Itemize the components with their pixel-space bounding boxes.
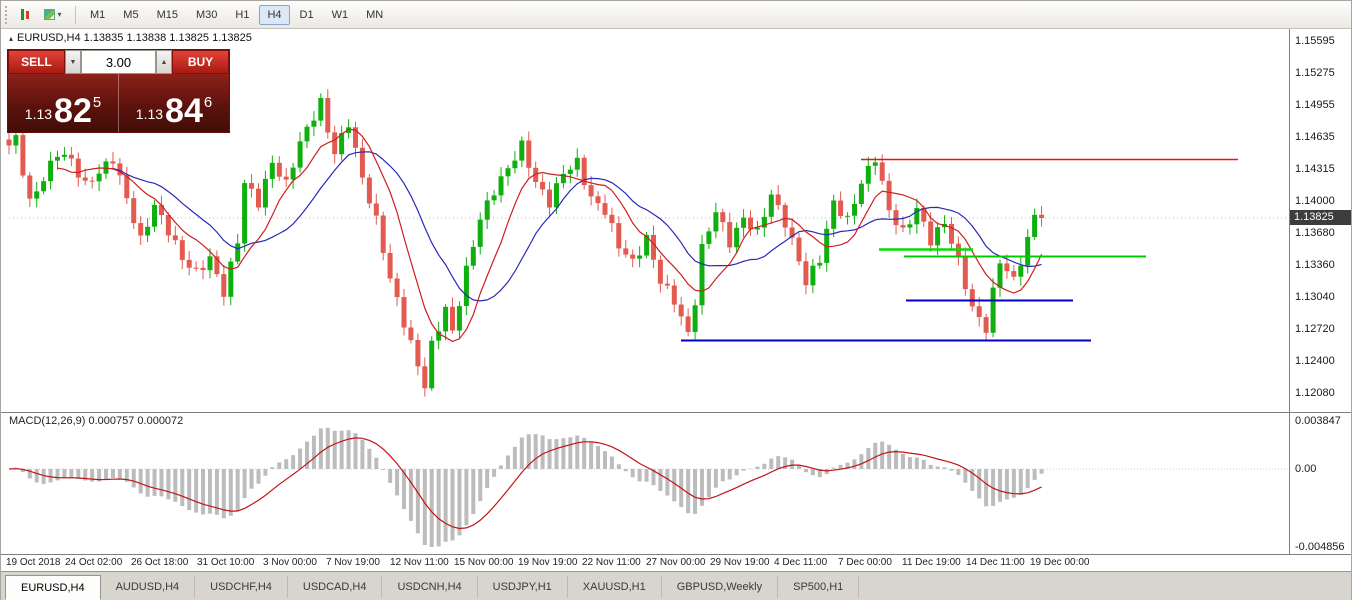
toolbar-separator — [75, 5, 76, 24]
time-axis-label: 19 Nov 19:00 — [518, 557, 578, 568]
timeframe-button-d1[interactable]: D1 — [299, 8, 314, 21]
time-axis-label: 11 Dec 19:00 — [902, 557, 961, 568]
price-axis-label: 1.15275 — [1295, 67, 1335, 79]
current-price-badge: 1.13825 — [1290, 210, 1351, 225]
chart-title: ▴ EURUSD,H4 1.13835 1.13838 1.13825 1.13… — [9, 32, 252, 44]
timeframe-button-m5[interactable]: M5 — [123, 8, 139, 21]
timeframe-button-h1[interactable]: H1 — [235, 8, 250, 21]
chart-tab-usdcad-h4[interactable]: USDCAD,H4 — [288, 576, 383, 598]
candlestick-icon — [26, 10, 29, 19]
chart-tab-usdcnh-h4[interactable]: USDCNH,H4 — [382, 576, 478, 598]
chart-ohlc-text: EURUSD,H4 1.13835 1.13838 1.13825 1.1382… — [17, 32, 252, 44]
time-axis-label: 15 Nov 00:00 — [454, 557, 514, 568]
chart-window-icon[interactable] — [14, 5, 36, 25]
time-axis-label: 29 Nov 19:00 — [710, 557, 770, 568]
macd-axis-label: -0.004856 — [1295, 541, 1345, 553]
timeframe-button-w1[interactable]: W1 — [331, 8, 349, 21]
volume-increase-button[interactable]: ▲ — [156, 50, 172, 74]
time-axis-label: 27 Nov 00:00 — [646, 557, 706, 568]
time-axis-label: 12 Nov 11:00 — [390, 557, 449, 568]
sell-price-prefix: 1.13 — [24, 106, 53, 122]
timeframe-button-m15[interactable]: M15 — [156, 8, 178, 21]
sell-price-sup: 5 — [92, 94, 102, 111]
timeframe-button-h4[interactable]: H4 — [259, 4, 290, 25]
price-axis-label: 1.13360 — [1295, 259, 1335, 271]
macd-canvas[interactable] — [1, 413, 1351, 554]
chart-title-icon: ▴ — [9, 33, 14, 43]
price-axis[interactable]: 1.15595 1.15275 1.14955 1.14635 1.14315 1.140… — [1289, 29, 1351, 412]
sell-price-big: 82 — [54, 91, 92, 130]
timeframe-button-m1[interactable]: M1 — [90, 8, 106, 21]
time-axis-label: 22 Nov 11:00 — [582, 557, 641, 568]
chart-tab-eurusd-h4[interactable]: EURUSD,H4 — [5, 575, 101, 600]
macd-axis-label: 0.00 — [1295, 463, 1317, 475]
sell-price[interactable]: 1.13 82 5 — [8, 74, 118, 132]
price-axis-label: 1.14000 — [1295, 195, 1335, 207]
buy-price[interactable]: 1.13 84 6 — [118, 74, 229, 132]
timeframe-button-m30[interactable]: M30 — [195, 8, 218, 21]
price-axis-label: 1.12400 — [1295, 355, 1335, 367]
price-chart-panel[interactable]: ▴ EURUSD,H4 1.13835 1.13838 1.13825 1.13… — [1, 29, 1351, 412]
time-axis-label: 7 Dec 00:00 — [838, 557, 892, 568]
price-axis-label: 1.14315 — [1295, 163, 1335, 175]
toolbar: ▾ M1 M5 M15 M30 H1 H4 D1 W1 MN — [1, 1, 1351, 29]
chevron-down-icon: ▾ — [57, 10, 62, 19]
chart-tab-audusd-h4[interactable]: AUDUSD,H4 — [101, 576, 196, 598]
buy-price-big: 84 — [165, 91, 203, 130]
candlestick-icon — [21, 9, 24, 20]
chart-tabs-bar: EURUSD,H4 AUDUSD,H4 USDCHF,H4 USDCAD,H4 USDC… — [1, 571, 1351, 600]
chart-tab-usdchf-h4[interactable]: USDCHF,H4 — [195, 576, 288, 598]
timeframe-button-mn[interactable]: MN — [366, 8, 384, 21]
timeframe-button-group: M1 M5 M15 M30 H1 H4 D1 W1 MN — [81, 4, 392, 25]
chart-profile-icon[interactable]: ▾ — [37, 5, 69, 25]
price-axis-label: 1.14955 — [1295, 99, 1335, 111]
price-axis-label: 1.15595 — [1295, 35, 1335, 47]
macd-axis[interactable]: 0.003847 0.00 -0.004856 — [1289, 413, 1351, 554]
toolbar-grip[interactable] — [5, 5, 10, 24]
chart-tab-sp500-h1[interactable]: SP500,H1 — [778, 576, 860, 598]
volume-input[interactable] — [81, 50, 156, 74]
sell-button[interactable]: SELL — [8, 50, 65, 74]
buy-price-sup: 6 — [203, 94, 213, 111]
macd-panel[interactable]: MACD(12,26,9) 0.000757 0.000072 0.003847… — [1, 412, 1351, 554]
volume-decrease-button[interactable]: ▼ — [65, 50, 81, 74]
time-axis-label: 3 Nov 00:00 — [263, 557, 317, 568]
time-axis-label: 14 Dec 11:00 — [966, 557, 1025, 568]
time-axis-label: 4 Dec 11:00 — [774, 557, 828, 568]
time-axis-label: 26 Oct 18:00 — [131, 557, 189, 568]
price-axis-label: 1.12720 — [1295, 323, 1335, 335]
price-axis-label: 1.13040 — [1295, 291, 1335, 303]
price-axis-label: 1.14635 — [1295, 131, 1335, 143]
time-axis-label: 31 Oct 10:00 — [197, 557, 255, 568]
buy-price-prefix: 1.13 — [135, 106, 164, 122]
chart-tab-xauusd-h1[interactable]: XAUUSD,H1 — [568, 576, 662, 598]
time-axis-label: 7 Nov 19:00 — [326, 557, 380, 568]
macd-indicator-label: MACD(12,26,9) 0.000757 0.000072 — [9, 415, 184, 427]
chart-tab-usdjpy-h1[interactable]: USDJPY,H1 — [478, 576, 568, 598]
macd-axis-label: 0.003847 — [1295, 415, 1341, 427]
price-axis-label: 1.12080 — [1295, 387, 1335, 399]
time-axis[interactable]: 19 Oct 2018 24 Oct 02:00 26 Oct 18:00 31 Oc… — [1, 554, 1351, 571]
time-axis-label: 19 Oct 2018 — [6, 557, 61, 568]
buy-button[interactable]: BUY — [172, 50, 229, 74]
chart-tab-gbpusd-weekly[interactable]: GBPUSD,Weekly — [662, 576, 779, 598]
time-axis-label: 19 Dec 00:00 — [1030, 557, 1090, 568]
layers-icon — [44, 9, 56, 20]
time-axis-label: 24 Oct 02:00 — [65, 557, 123, 568]
price-axis-label: 1.13680 — [1295, 227, 1335, 239]
candlestick-chart[interactable] — [1, 29, 1351, 412]
